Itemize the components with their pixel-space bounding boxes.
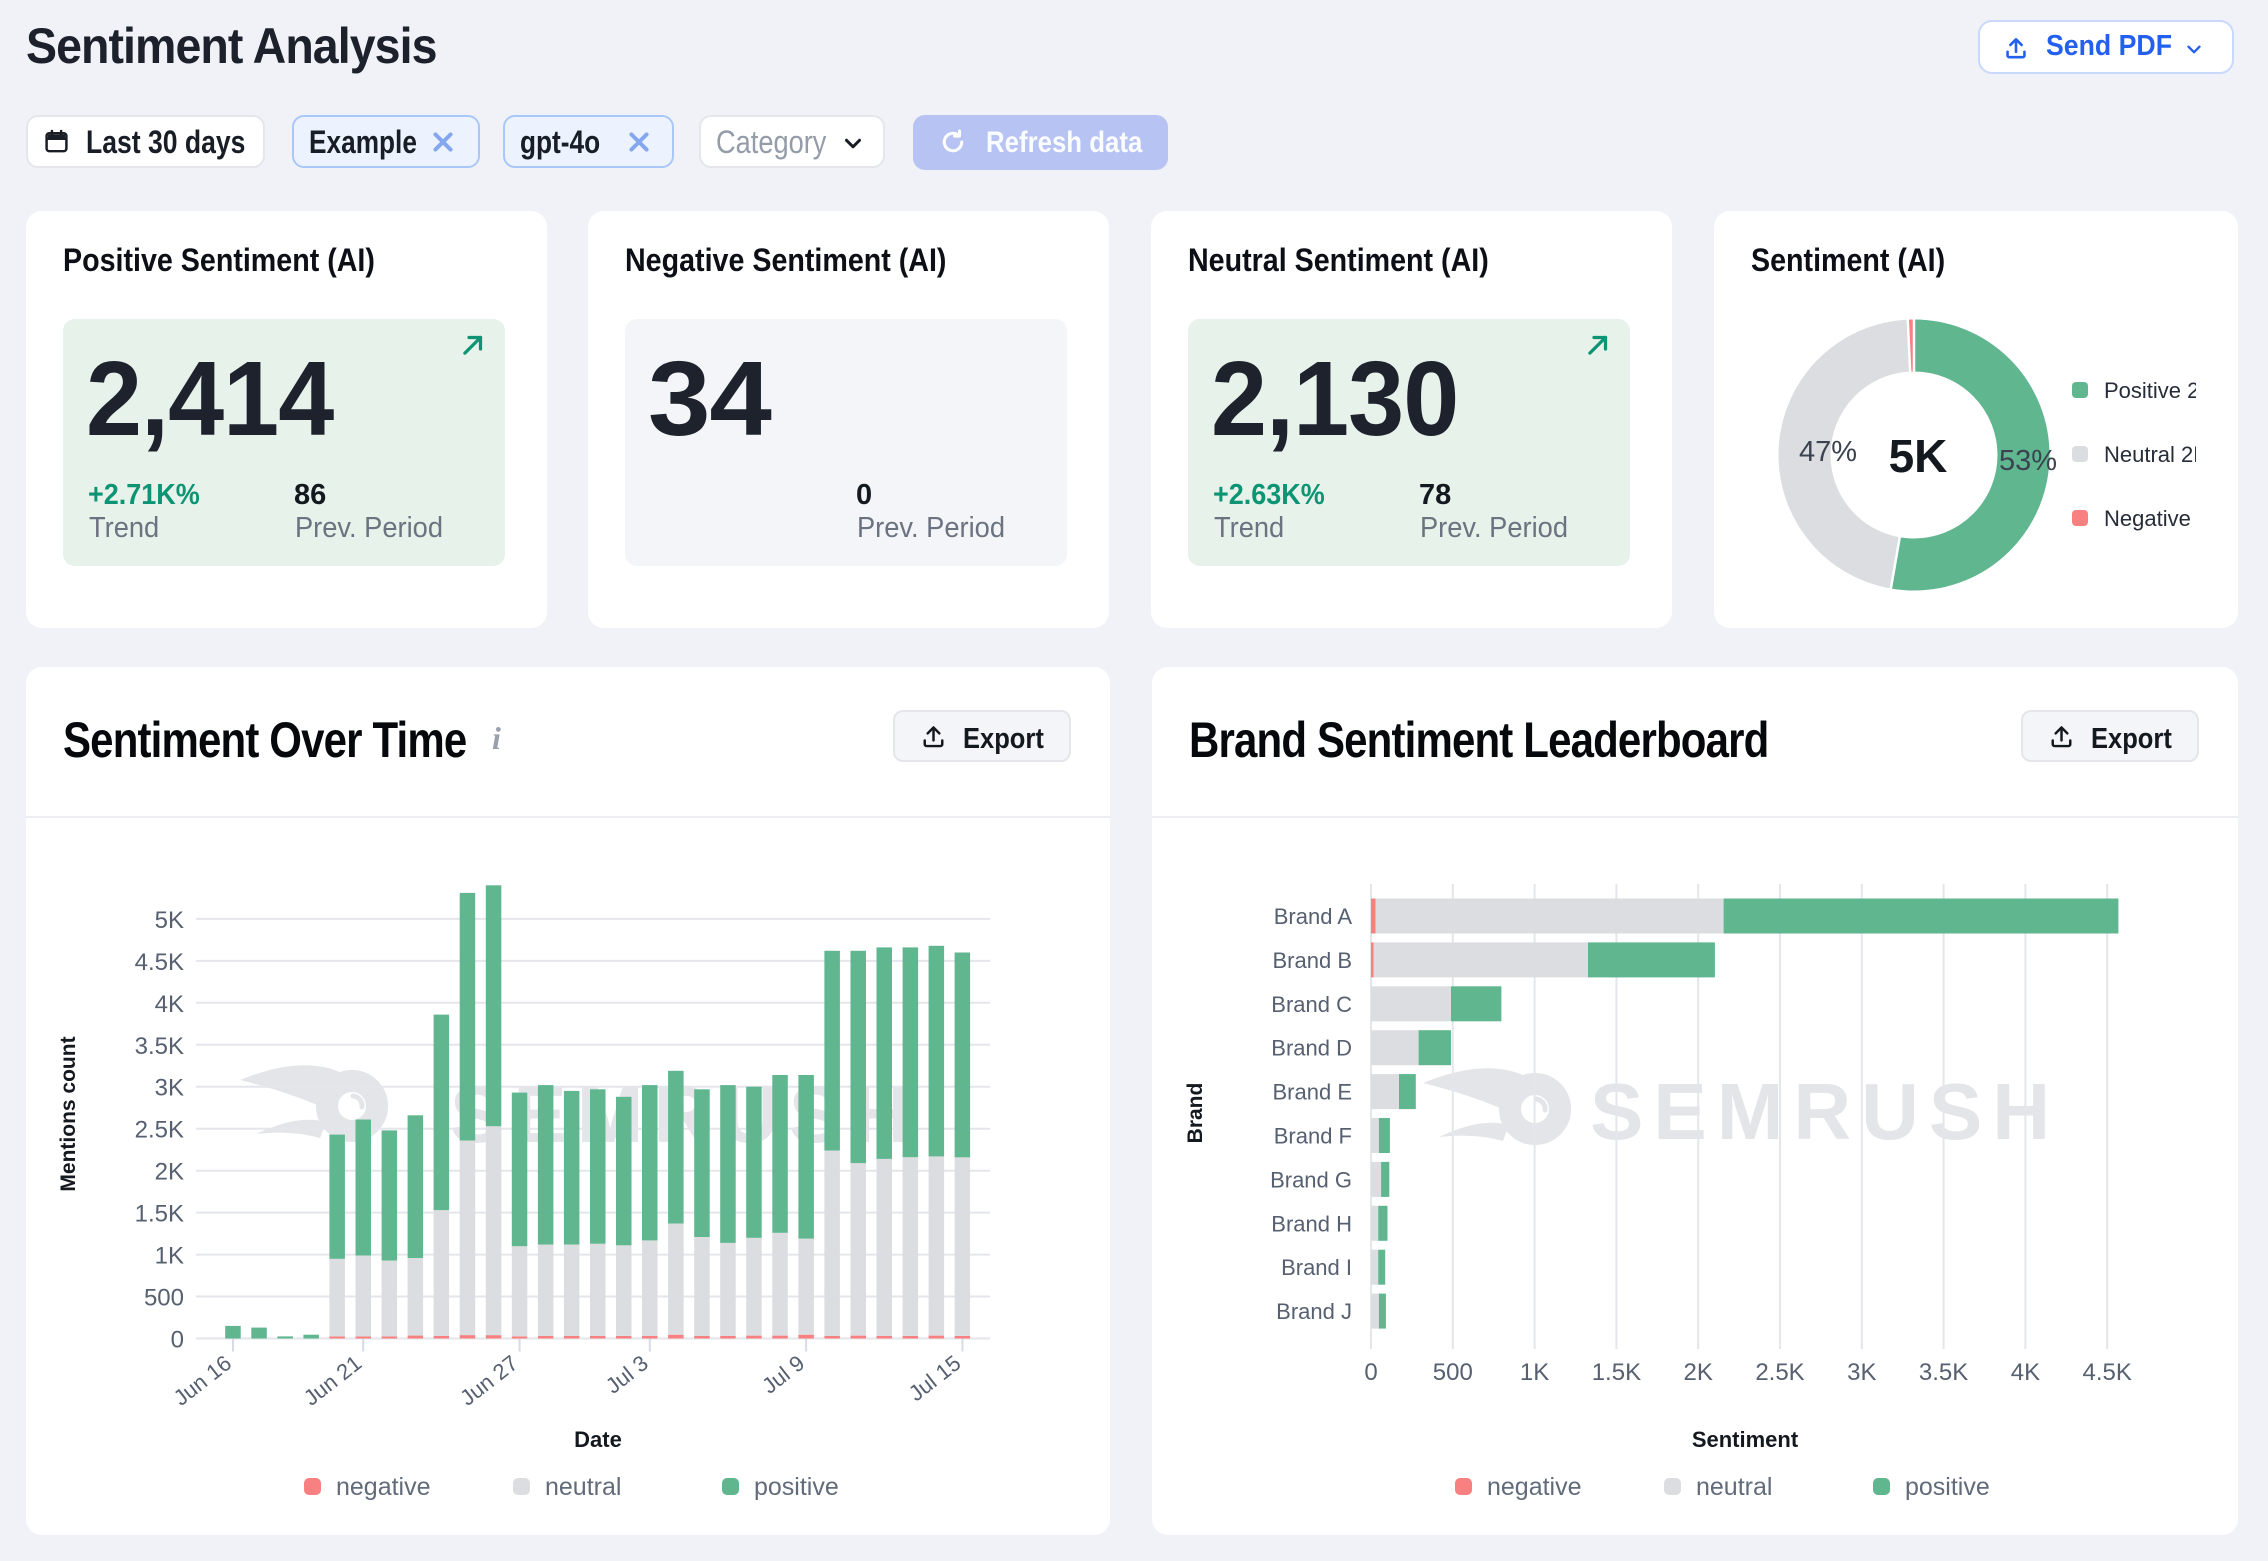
svg-text:Brand G: Brand G bbox=[1270, 1167, 1352, 1192]
svg-text:3.5K: 3.5K bbox=[1919, 1359, 1968, 1386]
svg-text:4K: 4K bbox=[2011, 1359, 2040, 1386]
svg-text:Date: Date bbox=[574, 1427, 622, 1452]
svg-text:Jun 27: Jun 27 bbox=[455, 1350, 522, 1410]
svg-text:1K: 1K bbox=[1520, 1359, 1549, 1386]
svg-text:Sentiment: Sentiment bbox=[1692, 1427, 1799, 1452]
svg-text:neutral: neutral bbox=[1696, 1473, 1772, 1501]
svg-text:Brand A: Brand A bbox=[1274, 904, 1353, 929]
svg-text:Brand E: Brand E bbox=[1273, 1080, 1353, 1105]
svg-text:Brand I: Brand I bbox=[1281, 1255, 1352, 1280]
svg-text:0: 0 bbox=[1364, 1359, 1377, 1386]
svg-text:1K: 1K bbox=[155, 1243, 184, 1270]
svg-text:4K: 4K bbox=[155, 991, 184, 1018]
svg-text:0: 0 bbox=[171, 1327, 184, 1354]
svg-text:positive: positive bbox=[1905, 1473, 1990, 1501]
svg-text:2.5K: 2.5K bbox=[1755, 1359, 1804, 1386]
svg-text:SEMRUSH: SEMRUSH bbox=[1590, 1067, 2060, 1156]
svg-text:Brand H: Brand H bbox=[1271, 1211, 1352, 1236]
svg-text:2K: 2K bbox=[155, 1159, 184, 1186]
svg-text:Brand C: Brand C bbox=[1271, 992, 1352, 1017]
svg-text:3K: 3K bbox=[1847, 1359, 1876, 1386]
svg-text:Brand: Brand bbox=[1184, 1083, 1207, 1144]
svg-text:negative: negative bbox=[1487, 1473, 1582, 1501]
svg-text:Jul 3: Jul 3 bbox=[601, 1350, 653, 1398]
svg-text:Brand B: Brand B bbox=[1273, 948, 1353, 973]
svg-text:3K: 3K bbox=[155, 1075, 184, 1102]
svg-text:Positive 2K (53%): Positive 2K (53%) bbox=[2104, 378, 2238, 403]
svg-text:Negative 34 (1%): Negative 34 (1%) bbox=[2104, 506, 2238, 531]
svg-text:Jun 16: Jun 16 bbox=[169, 1350, 236, 1410]
svg-text:Jul 9: Jul 9 bbox=[757, 1350, 809, 1398]
svg-text:3.5K: 3.5K bbox=[135, 1033, 184, 1060]
svg-text:4.5K: 4.5K bbox=[135, 949, 184, 976]
svg-text:Neutral 2K (47%): Neutral 2K (47%) bbox=[2104, 442, 2238, 467]
svg-text:4.5K: 4.5K bbox=[2083, 1359, 2132, 1386]
svg-text:2K: 2K bbox=[1684, 1359, 1713, 1386]
svg-text:Brand D: Brand D bbox=[1271, 1036, 1352, 1061]
svg-text:neutral: neutral bbox=[545, 1473, 621, 1501]
svg-text:Jun 21: Jun 21 bbox=[299, 1350, 366, 1410]
svg-text:47%: 47% bbox=[1799, 436, 1857, 468]
svg-text:Jul 15: Jul 15 bbox=[904, 1350, 966, 1406]
svg-text:500: 500 bbox=[1433, 1359, 1473, 1386]
svg-text:positive: positive bbox=[754, 1473, 839, 1501]
svg-text:Brand J: Brand J bbox=[1276, 1299, 1352, 1324]
svg-text:500: 500 bbox=[144, 1285, 184, 1312]
svg-text:5K: 5K bbox=[155, 907, 184, 934]
svg-text:Mentions count: Mentions count bbox=[57, 1036, 80, 1191]
svg-text:2.5K: 2.5K bbox=[135, 1117, 184, 1144]
svg-text:5K: 5K bbox=[1889, 430, 1948, 482]
svg-text:Brand F: Brand F bbox=[1274, 1124, 1352, 1149]
svg-text:1.5K: 1.5K bbox=[135, 1201, 184, 1228]
svg-text:53%: 53% bbox=[1999, 445, 2057, 477]
svg-text:negative: negative bbox=[336, 1473, 431, 1501]
svg-text:1.5K: 1.5K bbox=[1592, 1359, 1641, 1386]
